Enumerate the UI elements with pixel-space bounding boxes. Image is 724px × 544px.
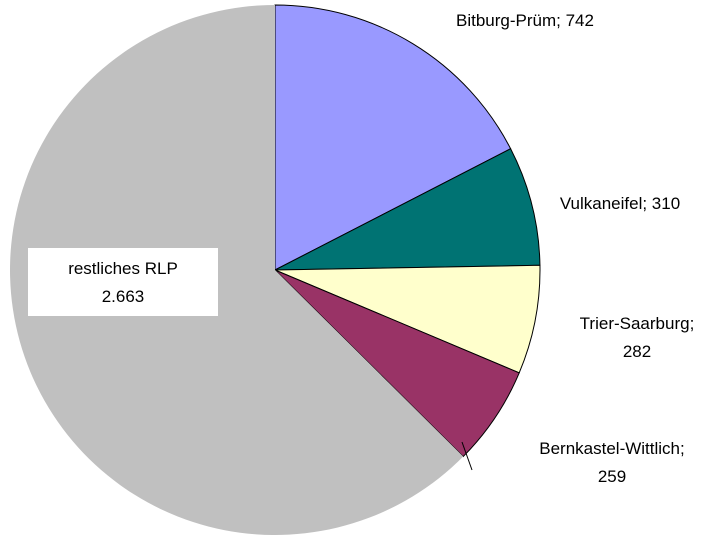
data-label: Bitburg-Prüm; 742 [456,11,594,30]
data-label: Bernkastel-Wittlich; 259 [539,439,684,486]
pie-slice [274,264,541,374]
data-label: restliches RLP 2.663 [68,259,178,306]
pie-slice [9,5,464,535]
pie-slice [274,148,541,271]
label-box [28,248,218,316]
data-label: Trier-Saarburg; 282 [580,314,695,361]
data-label: Vulkaneifel; 310 [560,194,680,213]
leader-line [461,441,473,471]
pie-slice [274,269,520,458]
pie-slice [274,4,512,271]
